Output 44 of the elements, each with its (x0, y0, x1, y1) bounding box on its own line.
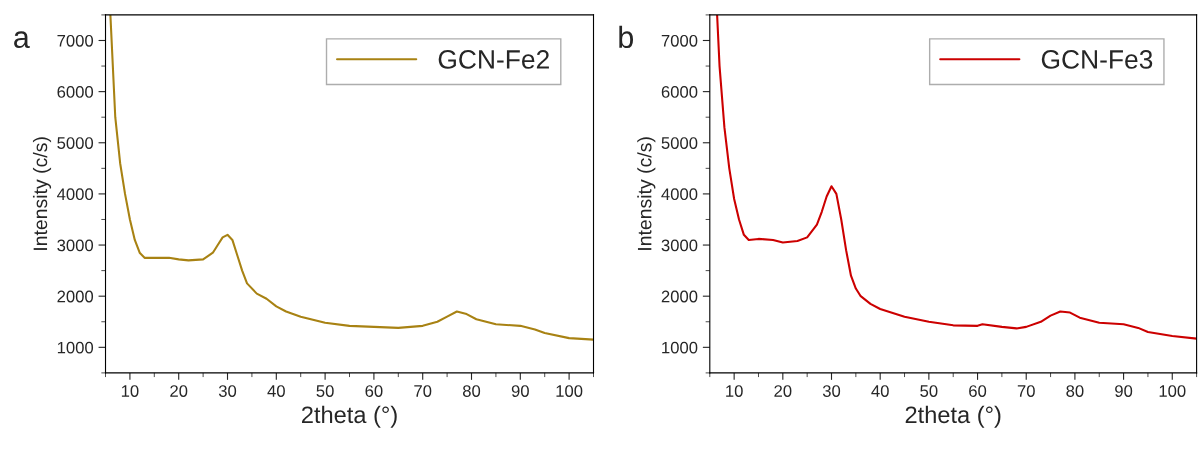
x-tick-label: 80 (462, 385, 481, 397)
x-tick-label: 50 (316, 385, 334, 397)
x-tick-label: 30 (218, 385, 237, 397)
y-tick-label: 5000 (57, 137, 94, 149)
x-tick-label: 70 (414, 385, 432, 397)
x-axis-title: 2theta (°) (302, 405, 397, 428)
y-tick-label: 7000 (661, 34, 698, 47)
y-tick-label: 1000 (57, 341, 94, 354)
y-tick-label: 5000 (661, 137, 698, 149)
y-tick-label: 2000 (661, 290, 698, 303)
line-series (716, 14, 1197, 340)
y-tick-label: 7000 (57, 34, 94, 47)
x-tick-label: 30 (822, 385, 841, 397)
x-tick-label: 90 (1115, 385, 1133, 397)
x-tick-label: 70 (1017, 385, 1035, 397)
legend-label: GCN-Fe3 (1041, 50, 1153, 69)
y-tick-label: 1000 (662, 341, 698, 354)
x-tick-label: 10 (726, 385, 743, 397)
x-tick-label: 100 (1159, 385, 1186, 397)
y-tick-label: 3000 (661, 239, 698, 252)
line-series (109, 14, 594, 341)
x-tick-label: 40 (267, 385, 285, 397)
x-tick-label: 20 (170, 385, 188, 397)
x-axis-title: 2theta (°) (905, 405, 1001, 428)
x-tick-label: 40 (871, 385, 889, 397)
y-tick-label: 4000 (57, 188, 94, 201)
y-tick-label: 6000 (57, 86, 94, 98)
x-tick-label: 90 (511, 385, 529, 397)
x-tick-label: 100 (556, 385, 583, 397)
x-tick-label: 50 (920, 385, 938, 397)
y-tick-label: 6000 (661, 86, 698, 98)
x-tick-label: 60 (969, 385, 987, 397)
x-tick-label: 10 (121, 385, 139, 397)
y-tick-label: 2000 (57, 290, 94, 303)
y-tick-label: 3000 (57, 239, 94, 252)
y-axis-title: Intensity (c/s) (32, 137, 52, 250)
y-axis-title: Intensity (c/s) (637, 137, 656, 250)
text: b (619, 25, 634, 49)
x-tick-label: 60 (365, 385, 383, 397)
x-tick-label: 80 (1066, 385, 1084, 397)
legend-label: GCN-Fe2 (438, 50, 549, 69)
text: a (14, 31, 30, 49)
x-tick-label: 20 (774, 385, 792, 397)
y-tick-label: 4000 (661, 188, 698, 201)
